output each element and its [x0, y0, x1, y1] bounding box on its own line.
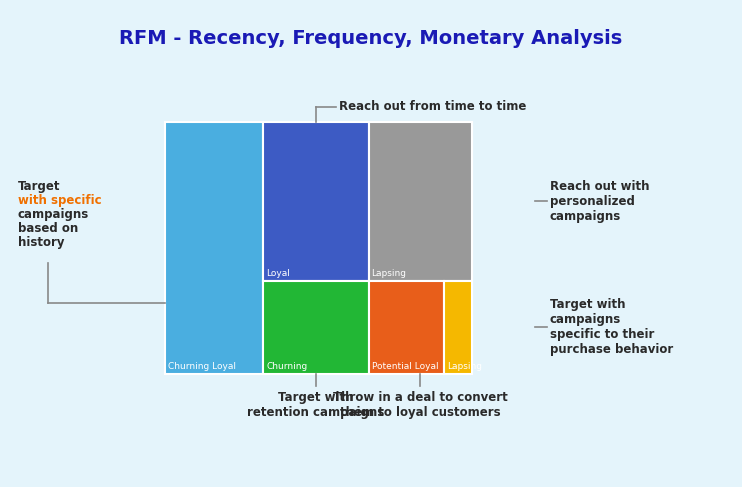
Text: campaigns: campaigns [18, 207, 89, 221]
Text: with specific: with specific [18, 193, 102, 206]
Text: Lapsing: Lapsing [372, 269, 407, 278]
Text: RFM - Recency, Frequency, Monetary Analysis: RFM - Recency, Frequency, Monetary Analy… [119, 29, 623, 48]
Text: Reach out with
personalized
campaigns: Reach out with personalized campaigns [550, 180, 649, 223]
Text: Target: Target [18, 180, 61, 192]
Text: history: history [18, 236, 65, 248]
Text: Churning Loyal: Churning Loyal [168, 362, 236, 371]
Text: Throw in a deal to convert
them to loyal customers: Throw in a deal to convert them to loyal… [333, 391, 508, 419]
Bar [369, 122, 472, 281]
Text: Lapsing: Lapsing [447, 362, 482, 371]
Bar [263, 281, 369, 374]
Text: Reach out from time to time: Reach out from time to time [339, 99, 526, 112]
Bar [369, 281, 444, 374]
Text: Target with
retention campaigns: Target with retention campaigns [247, 391, 384, 419]
Text: Loyal: Loyal [266, 269, 290, 278]
Text: Churning: Churning [266, 362, 307, 371]
Bar [165, 122, 263, 374]
Bar [263, 122, 369, 281]
Text: Target with
campaigns
specific to their
purchase behavior: Target with campaigns specific to their … [550, 299, 673, 356]
Text: Potential Loyal: Potential Loyal [372, 362, 438, 371]
Bar [444, 281, 472, 374]
Text: based on: based on [18, 222, 78, 235]
